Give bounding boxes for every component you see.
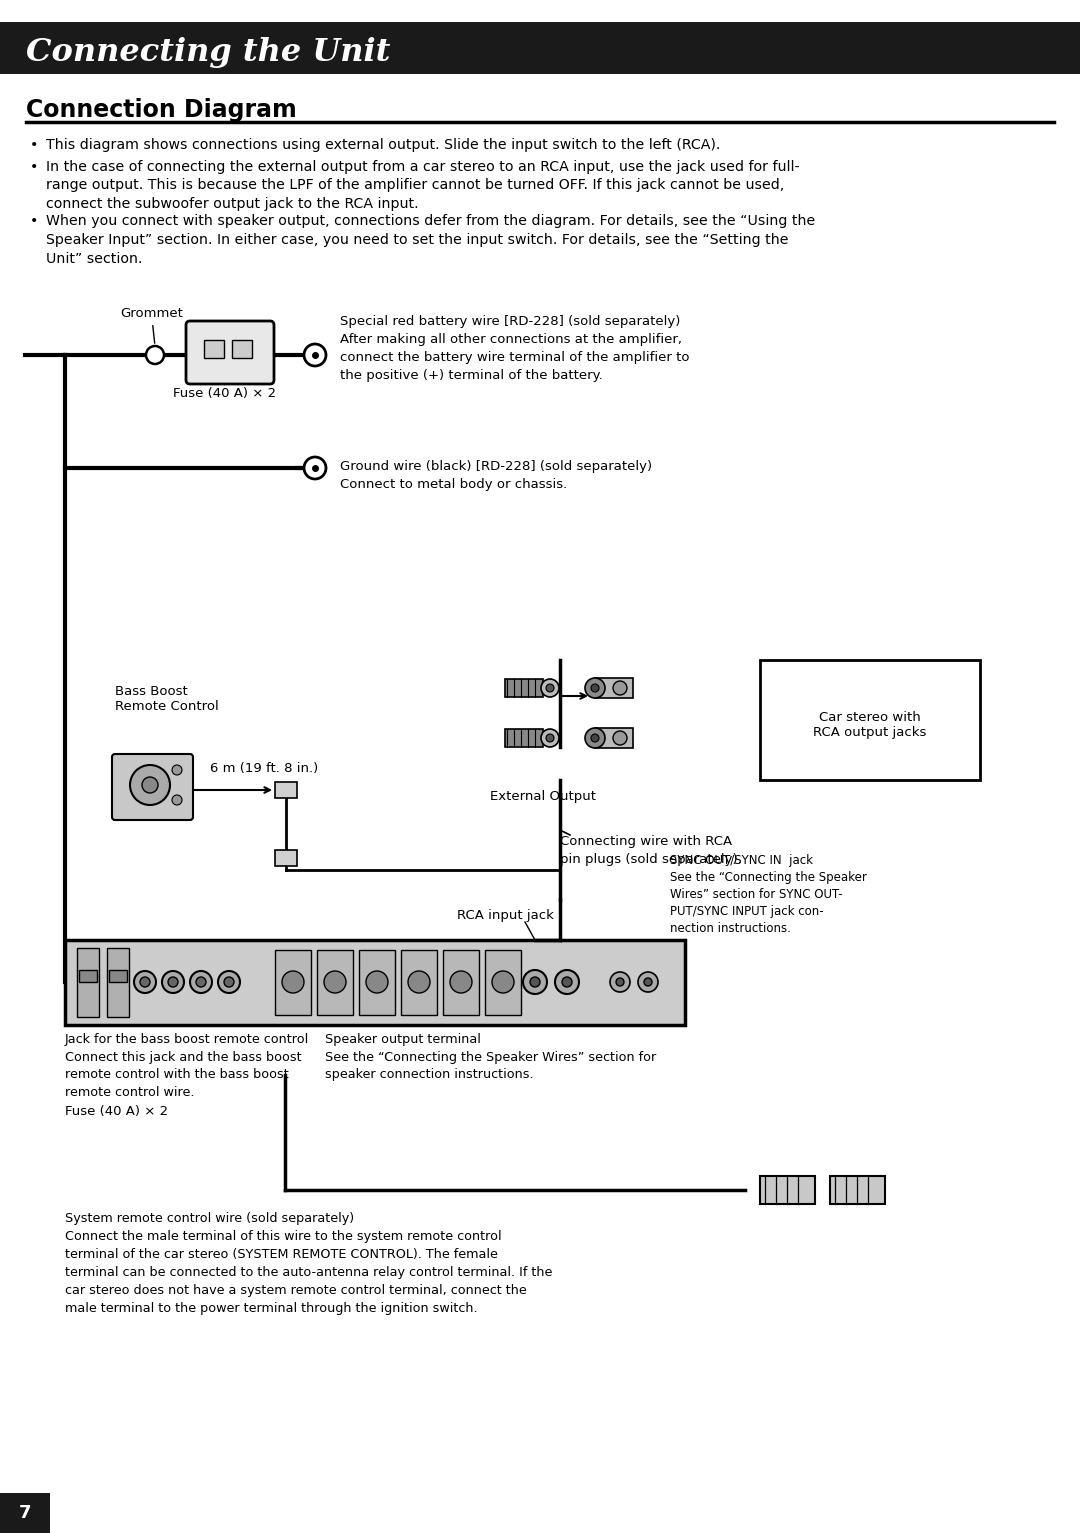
Circle shape	[303, 343, 326, 366]
Circle shape	[616, 978, 624, 986]
Text: In the case of connecting the external output from a car stereo to an RCA input,: In the case of connecting the external o…	[46, 159, 800, 212]
Circle shape	[366, 970, 388, 993]
Bar	[79, 970, 97, 983]
Bar	[318, 950, 353, 1015]
Bar	[204, 340, 224, 359]
Text: Connecting wire with RCA
pin plugs (sold separately).: Connecting wire with RCA pin plugs (sold…	[561, 835, 742, 866]
Text: This diagram shows connections using external output. Slide the input switch to : This diagram shows connections using ext…	[46, 138, 720, 152]
Circle shape	[224, 977, 234, 987]
Bar	[505, 679, 543, 698]
Text: Jack for the bass boost remote control
Connect this jack and the bass boost
remo: Jack for the bass boost remote control C…	[65, 1033, 309, 1099]
Bar	[595, 728, 633, 748]
Bar	[831, 1176, 885, 1203]
Bar	[485, 950, 521, 1015]
Bar	[401, 950, 437, 1015]
Text: RCA input jack: RCA input jack	[457, 909, 553, 921]
Text: When you connect with speaker output, connections defer from the diagram. For de: When you connect with speaker output, co…	[46, 215, 815, 265]
Text: 7: 7	[18, 1504, 31, 1522]
Circle shape	[172, 796, 183, 805]
Bar	[0, 21, 1080, 74]
Circle shape	[324, 970, 346, 993]
Text: SYNC OUT/SYNC IN  jack
See the “Connecting the Speaker
Wires” section for SYNC O: SYNC OUT/SYNC IN jack See the “Connectin…	[670, 854, 867, 935]
Text: System remote control wire (sold separately)
Connect the male terminal of this w: System remote control wire (sold separat…	[65, 1213, 552, 1315]
Text: •: •	[30, 138, 39, 152]
Circle shape	[613, 731, 627, 745]
Circle shape	[130, 765, 170, 805]
Circle shape	[591, 734, 599, 742]
Bar	[77, 947, 99, 1016]
Circle shape	[585, 678, 605, 698]
Circle shape	[541, 679, 559, 698]
Text: Fuse (40 A) × 2: Fuse (40 A) × 2	[174, 386, 276, 400]
Text: Ground wire (black) [RD-228] (sold separately)
Connect to metal body or chassis.: Ground wire (black) [RD-228] (sold separ…	[340, 460, 652, 491]
Bar	[232, 340, 252, 359]
Text: External Output: External Output	[490, 789, 596, 803]
FancyBboxPatch shape	[186, 320, 274, 383]
Circle shape	[555, 970, 579, 993]
Circle shape	[408, 970, 430, 993]
Bar	[275, 849, 297, 866]
Circle shape	[162, 970, 184, 993]
Bar	[275, 950, 311, 1015]
Circle shape	[141, 777, 158, 793]
Text: Connection Diagram: Connection Diagram	[26, 98, 297, 123]
Bar	[359, 950, 395, 1015]
Circle shape	[282, 970, 303, 993]
FancyBboxPatch shape	[112, 754, 193, 820]
Text: •: •	[30, 159, 39, 173]
Bar	[109, 970, 127, 983]
Circle shape	[541, 730, 559, 747]
Circle shape	[146, 346, 164, 363]
Bar	[275, 782, 297, 799]
Circle shape	[610, 972, 630, 992]
Bar	[760, 1176, 815, 1203]
Text: 6 m (19 ft. 8 in.): 6 m (19 ft. 8 in.)	[210, 762, 319, 776]
Bar	[65, 940, 685, 1026]
Bar	[505, 730, 543, 747]
Circle shape	[450, 970, 472, 993]
Circle shape	[303, 457, 326, 478]
Bar	[443, 950, 480, 1015]
Circle shape	[546, 684, 554, 691]
Circle shape	[638, 972, 658, 992]
Circle shape	[613, 681, 627, 694]
Text: •: •	[30, 215, 39, 228]
Circle shape	[644, 978, 652, 986]
Text: Grommet: Grommet	[120, 307, 183, 343]
Circle shape	[591, 684, 599, 691]
Text: Special red battery wire [RD-228] (sold separately)
After making all other conne: Special red battery wire [RD-228] (sold …	[340, 314, 689, 382]
Text: Car stereo with
RCA output jacks: Car stereo with RCA output jacks	[813, 711, 927, 739]
Circle shape	[562, 977, 572, 987]
Text: Bass Boost
Remote Control: Bass Boost Remote Control	[114, 685, 219, 713]
Circle shape	[530, 977, 540, 987]
Circle shape	[492, 970, 514, 993]
Circle shape	[218, 970, 240, 993]
Circle shape	[546, 734, 554, 742]
Circle shape	[585, 728, 605, 748]
Circle shape	[172, 765, 183, 776]
Circle shape	[190, 970, 212, 993]
Circle shape	[134, 970, 156, 993]
Bar	[107, 947, 129, 1016]
Bar	[0, 1493, 50, 1533]
Bar	[595, 678, 633, 698]
Text: Speaker output terminal
See the “Connecting the Speaker Wires” section for
speak: Speaker output terminal See the “Connect…	[325, 1033, 657, 1081]
Circle shape	[523, 970, 546, 993]
Text: Connecting the Unit: Connecting the Unit	[26, 37, 390, 67]
Bar	[760, 661, 980, 780]
Text: Fuse (40 A) × 2: Fuse (40 A) × 2	[65, 1105, 168, 1118]
Circle shape	[140, 977, 150, 987]
Circle shape	[168, 977, 178, 987]
Circle shape	[195, 977, 206, 987]
